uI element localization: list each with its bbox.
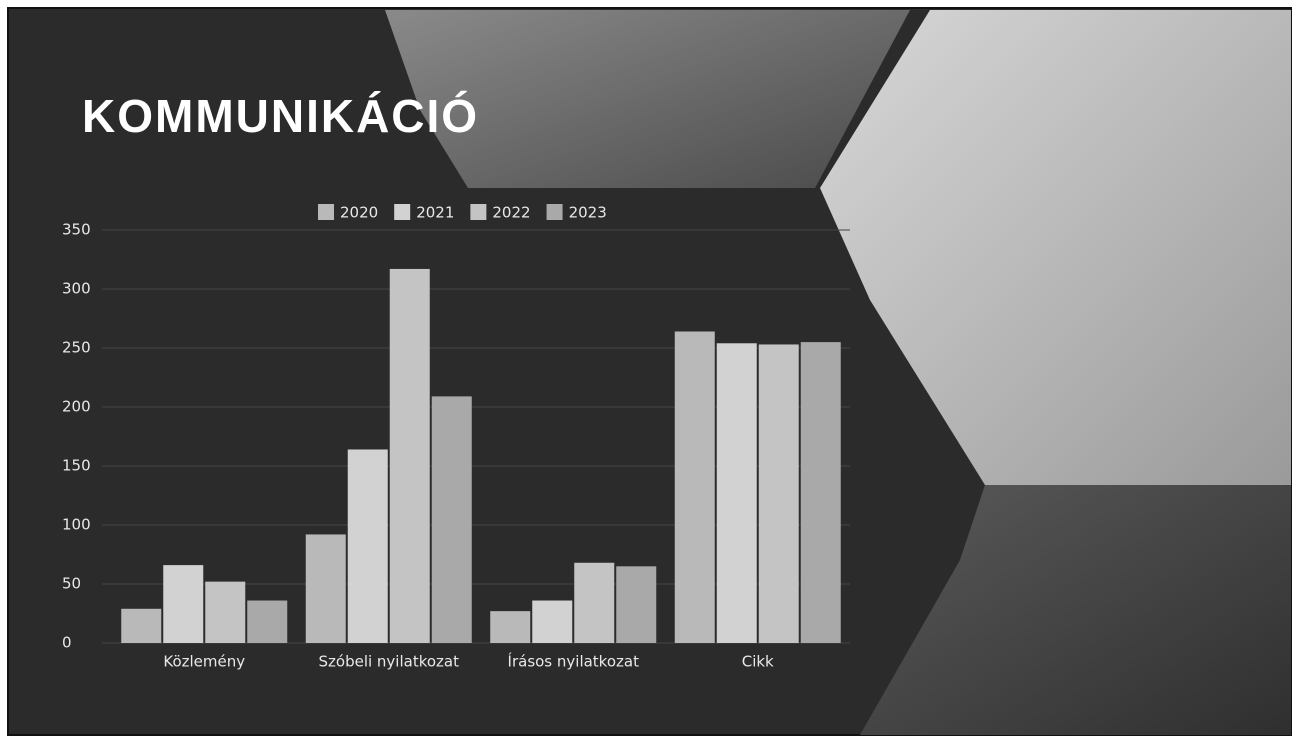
photo-team xyxy=(860,485,1291,735)
photo-child xyxy=(820,10,1291,485)
x-tick-label: Írásos nyilatkozat xyxy=(508,652,640,671)
bar xyxy=(247,600,288,643)
photo-firefighters xyxy=(385,10,910,188)
x-tick-label: Közlemény xyxy=(163,653,245,671)
x-tick-label: Szóbeli nyilatkozat xyxy=(319,653,460,671)
legend-swatch xyxy=(546,204,563,220)
bar xyxy=(800,342,841,643)
x-tick-label: Cikk xyxy=(742,653,774,671)
bar xyxy=(389,268,430,643)
bar xyxy=(716,343,757,643)
legend-label: 2020 xyxy=(340,204,378,222)
bar xyxy=(758,344,799,643)
y-tick-label: 300 xyxy=(62,280,91,298)
bar xyxy=(163,565,204,643)
bar xyxy=(490,611,531,643)
legend-swatch xyxy=(318,204,334,220)
bar xyxy=(431,396,472,643)
bar xyxy=(532,600,573,643)
bar xyxy=(574,562,615,643)
bar xyxy=(347,449,388,643)
y-tick-label: 150 xyxy=(62,457,91,475)
legend-label: 2022 xyxy=(492,204,530,222)
plot: 0 50 100 150 200 250 300 350 2020 2021 2022 2023 Köz… xyxy=(62,204,850,671)
y-tick-label: 0 xyxy=(62,634,72,652)
y-tick-label: 250 xyxy=(62,339,91,357)
chart-title: KOMMUNIKÁCIÓ xyxy=(82,90,479,142)
bar xyxy=(305,534,346,643)
y-tick-label: 200 xyxy=(62,398,91,416)
legend-label: 2021 xyxy=(416,204,454,222)
y-tick-label: 100 xyxy=(62,516,91,534)
legend-swatch xyxy=(470,204,487,220)
bar xyxy=(674,331,715,643)
legend-swatch xyxy=(394,204,411,220)
legend-label: 2023 xyxy=(569,204,607,222)
bar xyxy=(205,581,246,643)
bar xyxy=(616,566,657,643)
y-tick-label: 350 xyxy=(62,221,91,239)
bar xyxy=(121,608,162,643)
y-tick-label: 50 xyxy=(62,575,81,593)
